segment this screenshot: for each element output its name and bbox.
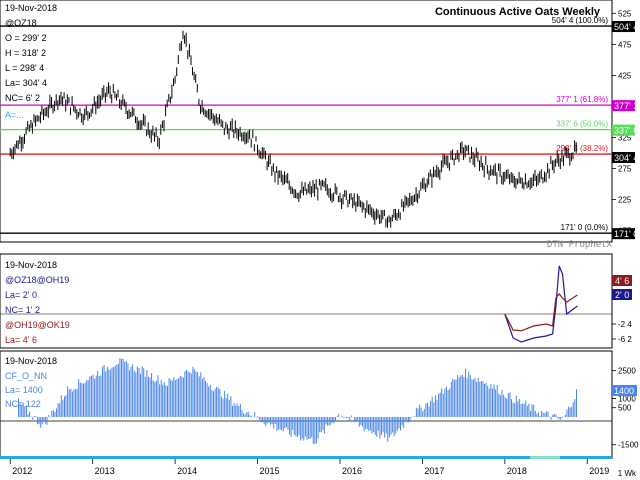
fib-tag-bg <box>612 228 635 240</box>
cot-legend: 19-Nov-2018 CF_O_NN La= 1400 NC= 122 <box>5 356 57 409</box>
ohlc-netchange: NC= 6' 2 <box>5 93 40 103</box>
cot-last: La= 1400 <box>5 385 43 395</box>
spread1-tag-bg <box>612 289 632 300</box>
ohlc-low: L = 298' 4 <box>5 63 44 73</box>
fib-tag: 504' 4 <box>614 22 638 32</box>
fibonacci-tags: 504' 4 377' 1 337' 6 171' 0 <box>612 21 638 240</box>
spread2-name: @OH19@OK19 <box>5 320 70 330</box>
fib-tag-bg <box>612 124 635 136</box>
spread-panel: 19-Nov-2018 @OZ18@OH19 La= 2' 0 NC= 1' 2… <box>0 253 632 349</box>
fib-tag: 377' 1 <box>614 101 638 111</box>
chart-title: Continuous Active Oats Weekly <box>435 6 601 18</box>
spread1-tag: 2' 0 <box>615 290 629 300</box>
fib-level-label: 504' 4 (100.0%) <box>552 16 609 25</box>
price-bars-path <box>9 30 577 228</box>
cot-tick-label: 2500 <box>618 367 636 376</box>
fib-level-label: 337' 6 (50.0%) <box>556 120 608 129</box>
x-tick-label: 2018 <box>507 466 527 476</box>
price-panel-frame <box>0 0 613 243</box>
fib-level-label: 377' 1 (61.8%) <box>556 95 608 104</box>
fib-level-label: 298' 3 (38.2%) <box>556 144 608 153</box>
spread-panel-frame <box>0 253 613 349</box>
last-price-tag-bg <box>612 152 635 163</box>
cot-bars-path <box>18 358 577 445</box>
spread-tick-label: -2 4 <box>618 320 632 329</box>
spread-series <box>0 265 612 343</box>
cot-date: 19-Nov-2018 <box>5 356 57 366</box>
spread-y-axis: -2 4 -6 2 <box>612 320 632 344</box>
cot-tag-bg <box>612 385 637 396</box>
cot-timeline-highlight <box>530 456 560 459</box>
price-legend: 19-Nov-2018 @OZ18 O = 299' 2 H = 318' 2 … <box>5 3 57 120</box>
x-tick-label: 2016 <box>342 466 362 476</box>
moving-average-label: A=... <box>5 110 24 120</box>
price-y-axis: 525475425375325275225175 <box>612 9 632 236</box>
cot-tick-label: -1500 <box>618 441 639 450</box>
cot-tick-label: 500 <box>618 404 632 413</box>
fibonacci-levels: 504' 4 (100.0%) 377' 1 (61.8%) 337' 6 (50.… <box>0 16 612 234</box>
price-date: 19-Nov-2018 <box>5 3 57 13</box>
ohlc-last: La= 304' 4 <box>5 78 47 88</box>
spread1-nc: NC= 1' 2 <box>5 305 40 315</box>
spread-date: 19-Nov-2018 <box>5 260 57 270</box>
cot-panel: 19-Nov-2018 CF_O_NN La= 1400 NC= 122 250… <box>0 350 639 459</box>
period-label: 1 Wk <box>618 469 637 478</box>
last-price-tag: 304' 4 <box>614 153 638 163</box>
price-tick-label: 475 <box>618 40 632 49</box>
x-tick-label: 2015 <box>260 466 280 476</box>
x-tick-label: 2013 <box>95 466 115 476</box>
spread-tick-label: -6 2 <box>618 335 632 344</box>
price-panel: 504' 4 (100.0%) 377' 1 (61.8%) 337' 6 (50.… <box>0 0 638 250</box>
fib-tag-bg <box>612 21 635 33</box>
spread-line-1 <box>504 265 578 343</box>
ohlc-high: H = 318' 2 <box>5 48 46 58</box>
cot-tag: 1400 <box>614 386 634 396</box>
spread-legend: 19-Nov-2018 @OZ18@OH19 La= 2' 0 NC= 1' 2… <box>5 260 70 345</box>
spread2-last: La= 4' 6 <box>5 335 37 345</box>
cot-timeline-bar <box>0 456 612 459</box>
cot-nc: NC= 122 <box>5 399 41 409</box>
fib-tag: 337' 6 <box>614 126 638 136</box>
price-tick-label: 225 <box>618 196 632 205</box>
cot-bars <box>18 358 577 445</box>
x-tick-label: 2017 <box>424 466 444 476</box>
spread-line-2 <box>504 293 578 332</box>
cot-tick-label: 1000 <box>618 394 636 403</box>
price-tick-label: 425 <box>618 71 632 80</box>
x-tick-label: 2014 <box>177 466 197 476</box>
spread1-name: @OZ18@OH19 <box>5 275 69 285</box>
price-series <box>9 30 577 228</box>
fib-tag-bg <box>612 100 635 112</box>
price-tick-label: 525 <box>618 9 632 18</box>
x-tick-label: 2012 <box>12 466 32 476</box>
cot-symbol: CF_O_NN <box>5 371 47 381</box>
price-symbol: @OZ18 <box>5 18 37 28</box>
x-tick-label: 2019 <box>589 466 609 476</box>
price-tick-label: 275 <box>618 165 632 174</box>
watermark: DTN ProphetX <box>547 240 613 250</box>
spread2-tag: 4' 6 <box>615 276 629 286</box>
ohlc-open: O = 299' 2 <box>5 33 47 43</box>
fib-tag: 171' 0 <box>614 229 638 239</box>
x-axis: 2012 2013 2014 2015 2016 2017 2018 2019 <box>9 459 609 476</box>
fib-level-label: 171' 0 (0.0%) <box>561 223 609 232</box>
spread1-last: La= 2' 0 <box>5 290 37 300</box>
price-tick-label: 325 <box>618 134 632 143</box>
spread2-tag-bg <box>612 275 632 286</box>
